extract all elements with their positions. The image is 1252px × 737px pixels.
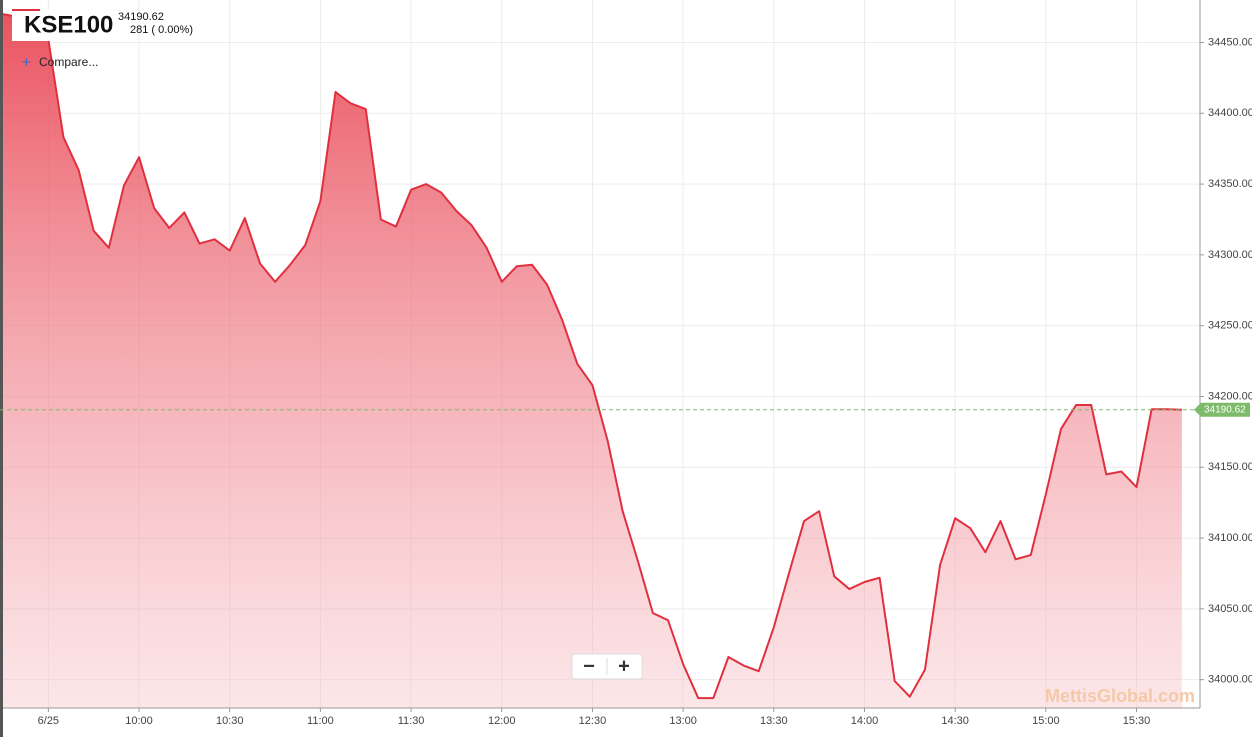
last-price-tag (1194, 402, 1250, 417)
x-tick-label: 12:00 (488, 715, 516, 727)
watermark: MettisGlobal.com (1045, 686, 1195, 706)
x-tick-label: 11:30 (398, 715, 425, 727)
zoom-out-button[interactable]: − (583, 655, 595, 677)
x-tick-label: 14:00 (851, 715, 879, 727)
symbol-box (12, 9, 112, 41)
compare-icon[interactable]: + (22, 54, 31, 71)
y-tick-label: 34100.00 (1208, 532, 1252, 544)
y-tick-label: 34000.00 (1208, 674, 1252, 686)
x-tick-label: 15:30 (1123, 715, 1151, 727)
y-tick-label: 34050.00 (1208, 603, 1252, 615)
x-tick-label: 14:30 (941, 715, 969, 727)
y-tick-label: 34250.00 (1208, 320, 1252, 332)
header-change: 281 ( 0.00%) (130, 24, 193, 36)
header-price: 34190.62 (118, 11, 164, 23)
y-tick-label: 34300.00 (1208, 249, 1252, 261)
y-tick-label: 34350.00 (1208, 178, 1252, 190)
y-tick-label: 34400.00 (1208, 107, 1252, 119)
x-tick-label: 12:30 (579, 715, 607, 727)
plot (2, 13, 1182, 709)
zoom-in-button[interactable]: + (618, 655, 630, 677)
compare-button[interactable]: Compare... (39, 55, 98, 69)
price-line (2, 13, 1182, 700)
x-tick-label: 6/25 (38, 715, 59, 727)
symbol: KSE100 (24, 11, 113, 38)
area-fill (3, 14, 1182, 709)
x-tick-label: 13:30 (760, 715, 788, 727)
y-tick-label: 34450.00 (1208, 36, 1252, 48)
y-tick-label: 34200.00 (1208, 390, 1252, 402)
x-tick-label: 13:00 (669, 715, 697, 727)
y-tick-label: 34150.00 (1208, 461, 1252, 473)
x-tick-label: 10:30 (216, 715, 244, 727)
x-tick-label: 11:00 (307, 715, 334, 727)
x-tick-label: 10:00 (125, 715, 153, 727)
x-tick-label: 15:00 (1032, 715, 1060, 727)
last-price-label: 34190.62 (1204, 404, 1246, 415)
